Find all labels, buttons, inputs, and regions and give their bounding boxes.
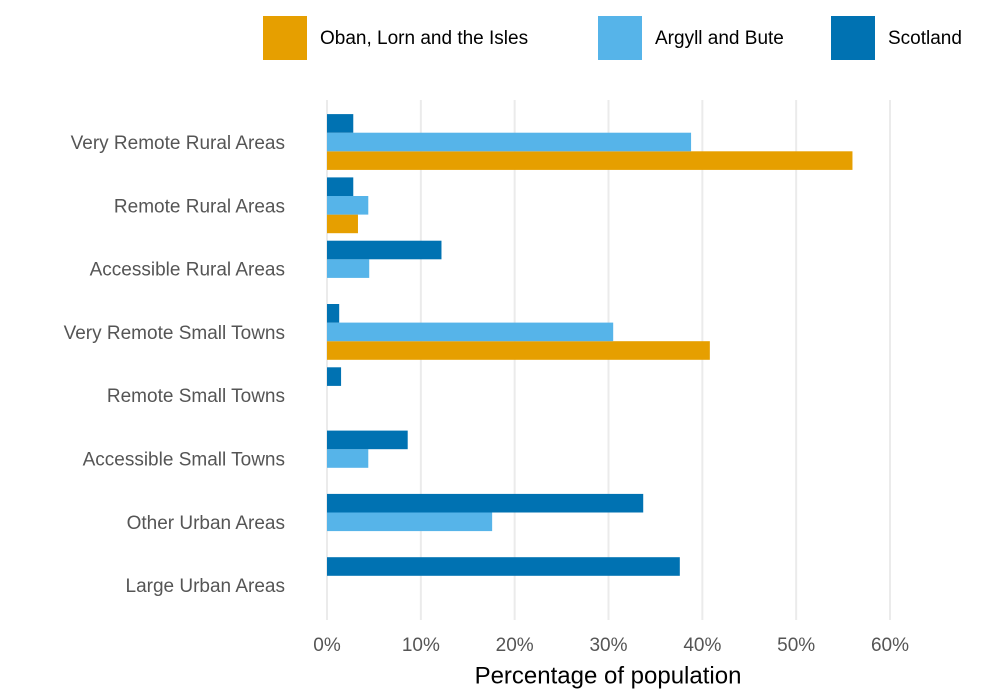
y-tick-label: Very Remote Rural Areas	[71, 133, 285, 154]
x-tick-label: 10%	[402, 635, 440, 656]
y-tick-label: Large Urban Areas	[126, 576, 286, 597]
y-tick-label: Accessible Rural Areas	[90, 260, 285, 281]
bar	[327, 196, 369, 215]
bar	[327, 557, 680, 576]
y-tick-label: Other Urban Areas	[127, 513, 285, 534]
bar	[327, 259, 370, 278]
y-tick-label: Accessible Small Towns	[83, 450, 285, 471]
x-tick-label: 50%	[777, 635, 815, 656]
legend-label: Oban, Lorn and the Isles	[320, 28, 528, 49]
bar	[327, 341, 710, 360]
x-tick-label: 20%	[496, 635, 534, 656]
legend-swatch	[598, 16, 642, 60]
bar	[327, 151, 853, 170]
bar	[327, 512, 493, 532]
legend-label: Argyll and Bute	[655, 28, 784, 49]
y-tick-label: Very Remote Small Towns	[64, 323, 285, 344]
bar	[327, 214, 358, 234]
bar	[327, 177, 354, 196]
x-axis-title: Percentage of population	[475, 662, 742, 689]
x-tick-label: 40%	[683, 635, 721, 656]
x-tick-label: 60%	[871, 635, 909, 656]
bar	[327, 322, 614, 342]
x-tick-label: 0%	[313, 635, 341, 656]
bar	[327, 430, 408, 450]
bar	[327, 304, 340, 323]
legend-label: Scotland	[888, 28, 962, 49]
bar	[327, 114, 354, 133]
y-tick-label: Remote Small Towns	[107, 386, 285, 407]
bar	[327, 493, 644, 513]
bar	[327, 132, 692, 152]
x-tick-label: 30%	[589, 635, 627, 656]
bar	[327, 449, 369, 468]
legend-swatch	[263, 16, 307, 60]
bar	[327, 240, 442, 260]
legend-swatch	[831, 16, 875, 60]
bar	[327, 367, 342, 386]
y-tick-label: Remote Rural Areas	[114, 196, 285, 217]
